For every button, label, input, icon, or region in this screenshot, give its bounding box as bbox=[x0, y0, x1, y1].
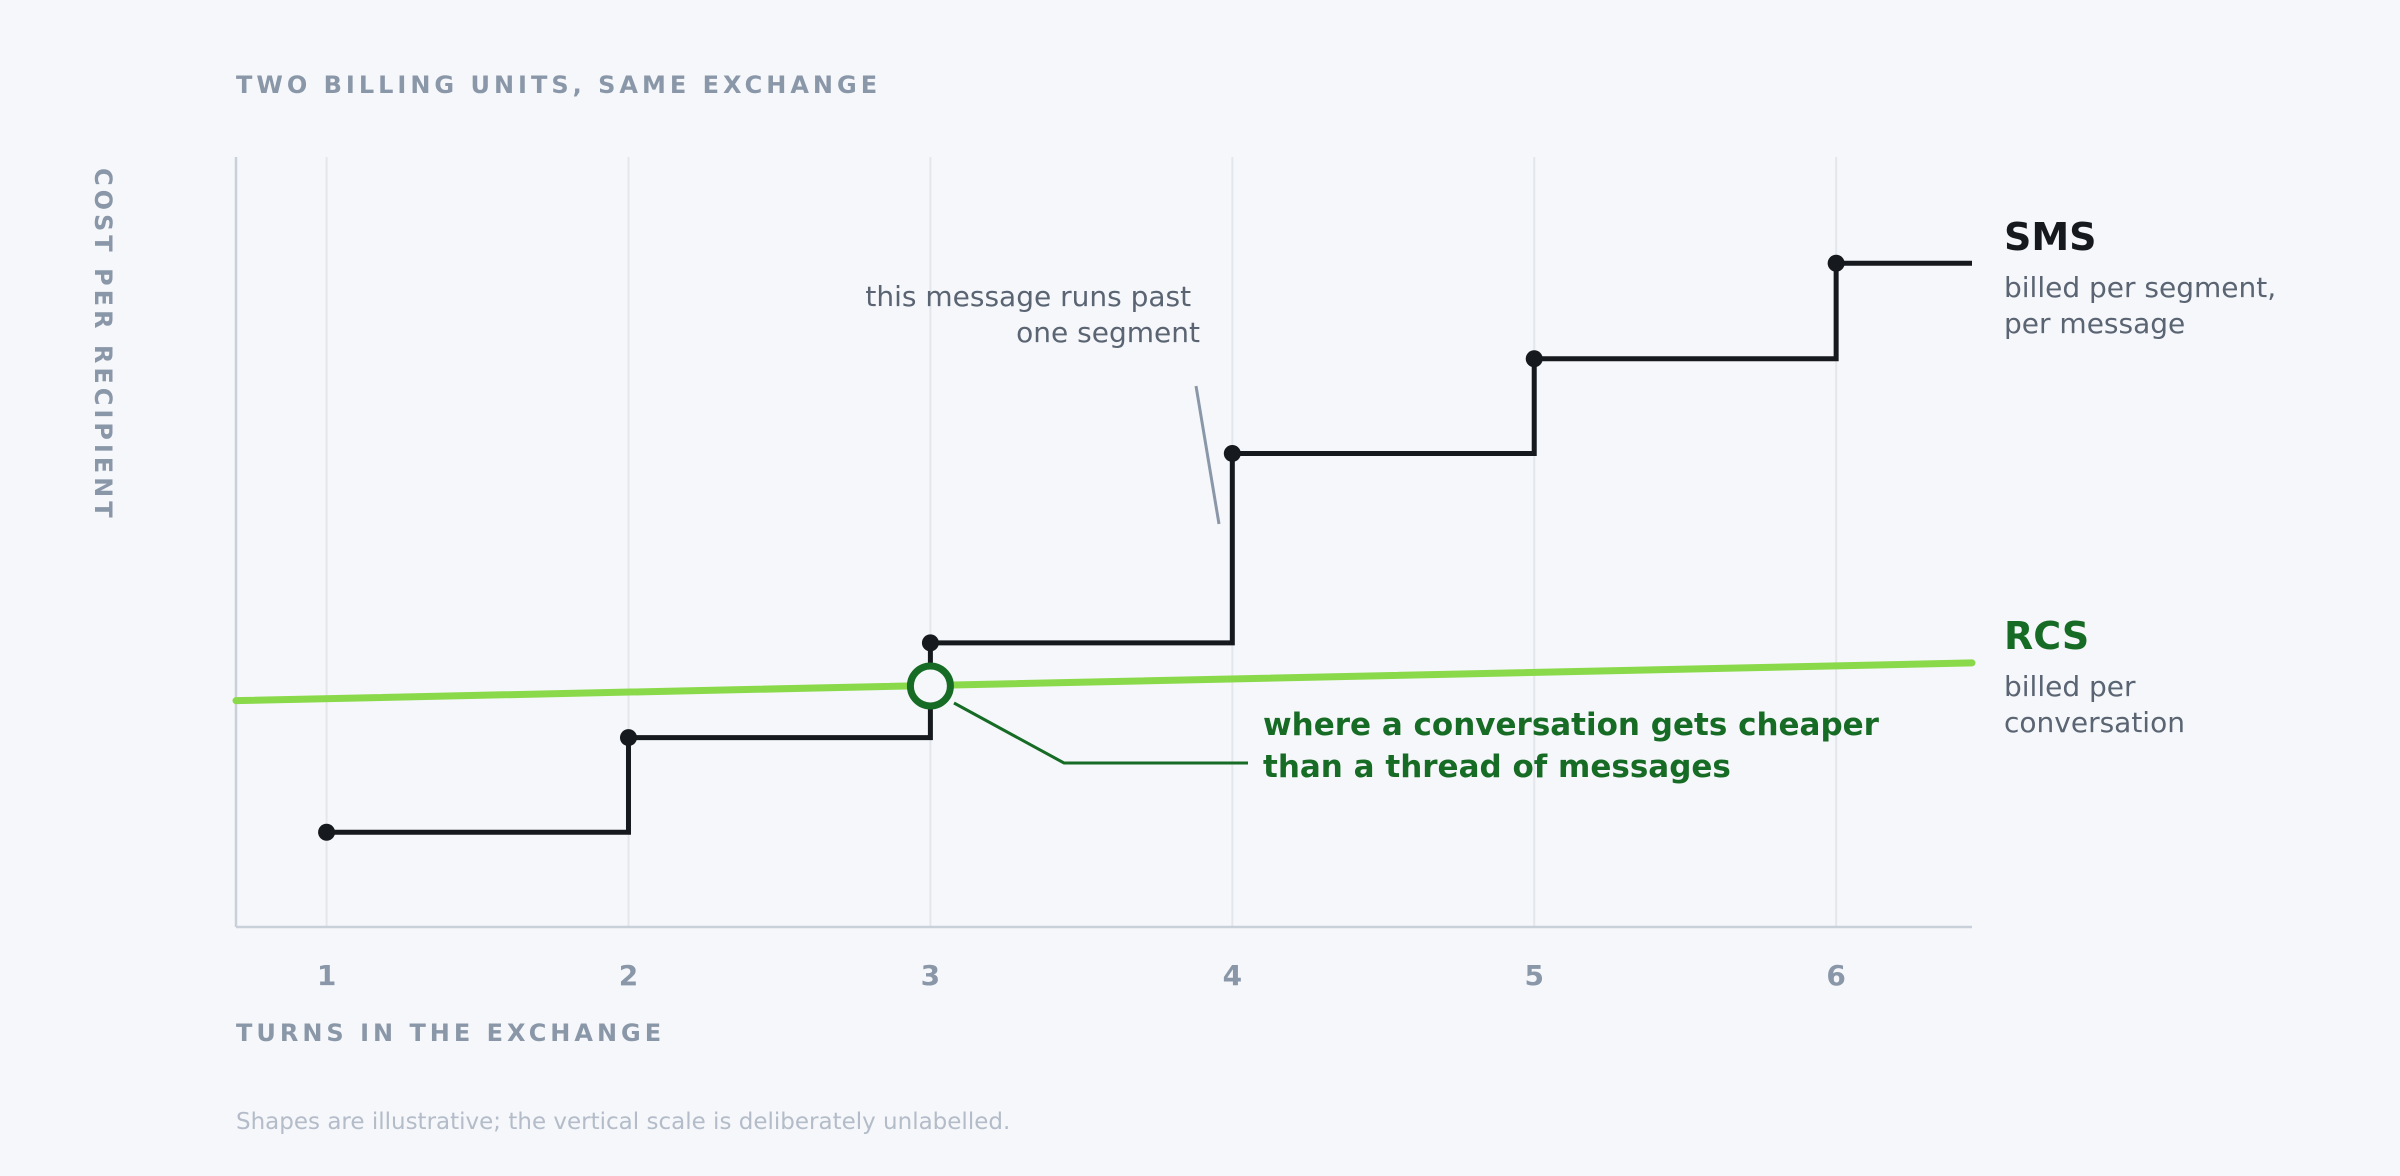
chart-title: TWO BILLING UNITS, SAME EXCHANGE bbox=[236, 71, 881, 99]
x-tick-3: 3 bbox=[921, 959, 940, 992]
x-tick-2: 2 bbox=[619, 959, 638, 992]
sms-series-line bbox=[326, 260, 1972, 835]
x-tick-labels: 1 2 3 4 5 6 bbox=[317, 959, 1846, 992]
sms-point-1 bbox=[318, 823, 336, 841]
sms-point-4 bbox=[1223, 444, 1241, 462]
rcs-series-line bbox=[232, 659, 1976, 705]
x-tick-5: 5 bbox=[1524, 959, 1543, 992]
crossover-marker bbox=[906, 662, 954, 710]
segment-annotation: this message runs past one segment bbox=[865, 280, 1200, 349]
sms-series-name: SMS bbox=[2004, 215, 2097, 259]
rcs-series-description-2: conversation bbox=[2004, 706, 2185, 739]
sms-point-3 bbox=[921, 634, 939, 652]
crossover-annotation: where a conversation gets cheaper than a… bbox=[1263, 707, 1890, 785]
x-tick-1: 1 bbox=[317, 959, 336, 992]
grid bbox=[325, 157, 1838, 927]
x-tick-4: 4 bbox=[1223, 959, 1242, 992]
x-axis-label: TURNS IN THE EXCHANGE bbox=[236, 1019, 665, 1047]
y-axis-label: COST PER RECIPIENT bbox=[89, 168, 117, 522]
sms-point-2 bbox=[619, 729, 637, 747]
series-layer bbox=[232, 254, 1976, 841]
sms-point-5 bbox=[1525, 350, 1543, 368]
sms-point-6 bbox=[1827, 254, 1845, 272]
sms-series-description-1: billed per segment, bbox=[2004, 271, 2276, 304]
footnote: Shapes are illustrative; the vertical sc… bbox=[236, 1109, 1010, 1135]
rcs-series-description-1: billed per bbox=[2004, 670, 2136, 703]
sms-series-description-2: per message bbox=[2004, 307, 2185, 340]
x-tick-6: 6 bbox=[1826, 959, 1845, 992]
crossover-leader bbox=[953, 701, 1248, 765]
rcs-series-name: RCS bbox=[2004, 614, 2089, 658]
segment-annotation-leader bbox=[1194, 385, 1221, 525]
